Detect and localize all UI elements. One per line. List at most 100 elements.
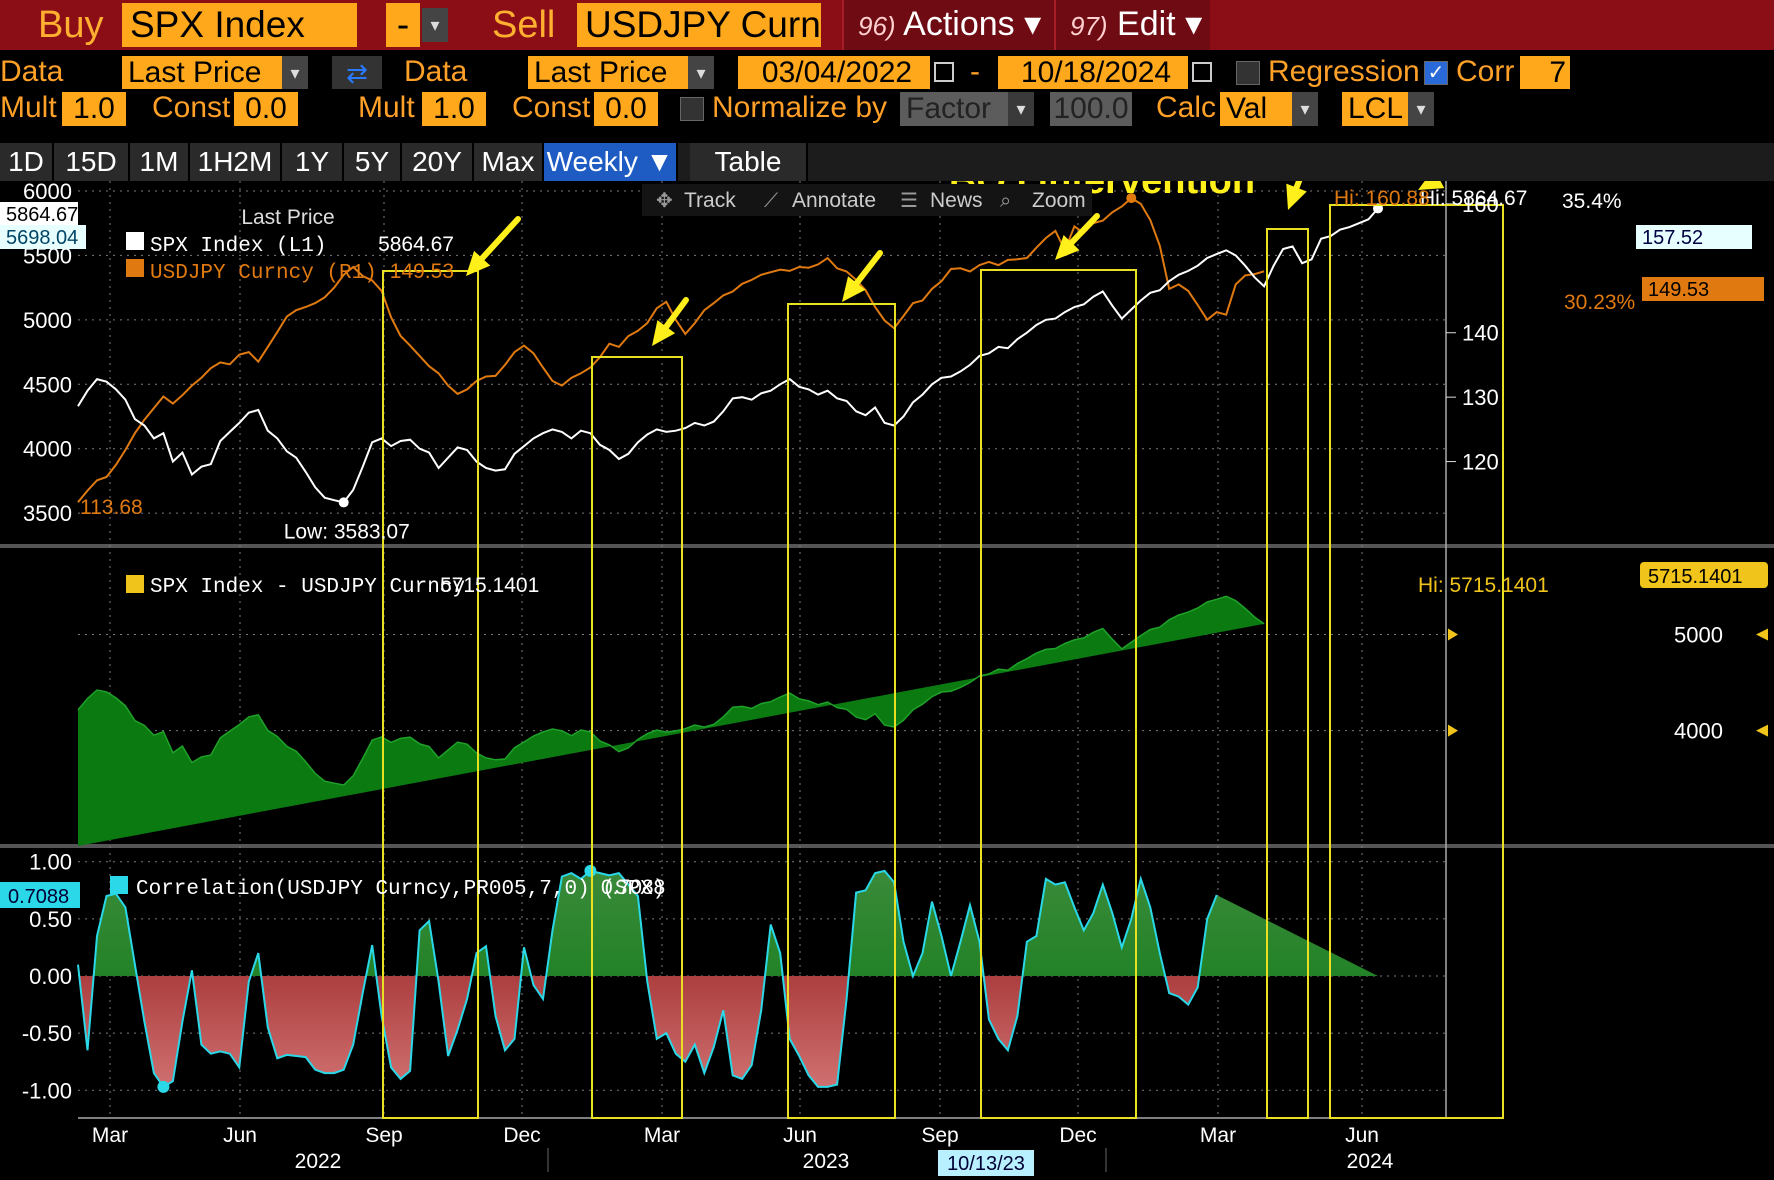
data-field-right[interactable]: Last Price bbox=[528, 56, 688, 90]
spread-area bbox=[78, 596, 1265, 846]
news-tool[interactable]: News bbox=[930, 189, 983, 212]
zoom-tool[interactable]: Zoom bbox=[1032, 189, 1086, 212]
regression-checkbox[interactable] bbox=[1236, 61, 1260, 85]
highlight-box bbox=[382, 270, 479, 1119]
right-axis-tick-label: 120 bbox=[1462, 450, 1499, 475]
corr-checkbox[interactable]: ✓ bbox=[1424, 61, 1448, 85]
calendar-icon[interactable] bbox=[1192, 62, 1212, 82]
sell-security-field[interactable]: USDJPY Curncy bbox=[577, 3, 821, 47]
data-label-left: Data bbox=[0, 55, 64, 88]
spread-legend-swatch bbox=[126, 575, 144, 593]
calc-field[interactable]: Val bbox=[1220, 92, 1292, 126]
start-date-field[interactable]: 03/04/2022 bbox=[738, 56, 930, 90]
spx-pct-label: 35.4% bbox=[1562, 190, 1622, 213]
news-icon[interactable]: ☰ bbox=[900, 190, 918, 212]
weekly-dropdown[interactable]: Weekly ▼ bbox=[544, 143, 678, 181]
annotate-tool[interactable]: Annotate bbox=[792, 189, 876, 212]
mult-field-left[interactable]: 1.0 bbox=[62, 92, 126, 126]
spx-prev-value: 5698.04 bbox=[6, 227, 78, 249]
period-max-button[interactable]: Max bbox=[474, 143, 544, 181]
mult-label-right: Mult bbox=[358, 91, 415, 124]
swap-arrows-icon[interactable]: ⇄ bbox=[332, 56, 382, 90]
spx-legend-value: 5864.67 bbox=[378, 233, 454, 256]
x-axis-year-label: 2023 bbox=[803, 1150, 850, 1173]
period-20y-button[interactable]: 20Y bbox=[402, 143, 474, 181]
zoom-icon[interactable]: ⌕ bbox=[1000, 190, 1011, 212]
actions-menu[interactable]: 96) Actions ▾ bbox=[842, 0, 1054, 50]
usdjpy-pct-label: 30.23% bbox=[1564, 291, 1635, 314]
spx-legend-label: SPX Index (L1) bbox=[150, 235, 326, 258]
spread-axis-tick bbox=[1448, 628, 1458, 641]
const-field-left[interactable]: 0.0 bbox=[234, 92, 298, 126]
calc-dropdown-icon[interactable]: ▾ bbox=[1292, 92, 1318, 126]
chart-area[interactable]: 600055005000450040003500160140130120Low:… bbox=[0, 181, 1774, 1180]
x-axis-month-label: Dec bbox=[1059, 1124, 1096, 1147]
spread-panel bbox=[77, 595, 1265, 846]
left-axis-tick-label: 4000 bbox=[23, 437, 72, 462]
table-button[interactable]: Table bbox=[690, 143, 808, 181]
spx-low-label: Low: 3583.07 bbox=[284, 520, 410, 543]
period-5y-button[interactable]: 5Y bbox=[344, 143, 402, 181]
spread-legend-label: SPX Index - USDJPY Curncy bbox=[150, 576, 465, 599]
date-separator: - bbox=[970, 55, 980, 88]
annotation-arrow-head bbox=[652, 320, 676, 346]
x-axis-month-label: Jun bbox=[1345, 1124, 1379, 1147]
security-toolbar: Buy SPX Index - ▾ Sell USDJPY Curncy 96)… bbox=[0, 0, 1774, 50]
cursor-date-box bbox=[938, 1150, 1034, 1176]
spread-line bbox=[77, 595, 1265, 786]
data-left-dropdown-icon[interactable]: ▾ bbox=[282, 56, 308, 90]
factor-field[interactable]: 100.0 bbox=[1050, 92, 1132, 126]
period-1y-button[interactable]: 1Y bbox=[282, 143, 344, 181]
edit-menu-label: Edit ▾ bbox=[1117, 5, 1203, 43]
correlation-panel bbox=[77, 864, 1378, 1093]
legend-title: Last Price bbox=[241, 206, 334, 229]
currency-dropdown-icon[interactable]: ▾ bbox=[1408, 92, 1434, 126]
x-axis-month-label: Dec bbox=[503, 1124, 540, 1147]
corr-axis-tick-label: -1.00 bbox=[22, 1078, 72, 1103]
mult-field-right[interactable]: 1.0 bbox=[422, 92, 486, 126]
spx-high-label: Hi: 5864.67 bbox=[1420, 187, 1527, 210]
corr-line bbox=[77, 869, 1218, 1089]
track-tool[interactable]: Track bbox=[684, 189, 736, 212]
corr-axis-tick-label: -0.50 bbox=[22, 1021, 72, 1046]
const-field-right[interactable]: 0.0 bbox=[594, 92, 658, 126]
annotation-arrow-shaft bbox=[1293, 181, 1303, 191]
currency-field[interactable]: LCL bbox=[1342, 92, 1408, 126]
spread-axis-tick bbox=[1756, 628, 1768, 641]
period-1m-button[interactable]: 1M bbox=[130, 143, 190, 181]
period-15d-button[interactable]: 15D bbox=[54, 143, 130, 181]
calendar-icon[interactable] bbox=[934, 62, 954, 82]
spread-axis-tick-label: 4000 bbox=[1674, 719, 1723, 744]
buy-security-field[interactable]: SPX Index bbox=[122, 3, 357, 47]
end-date-field[interactable]: 10/18/2024 bbox=[998, 56, 1188, 90]
sell-label: Sell bbox=[492, 4, 556, 46]
x-axis-month-label: Sep bbox=[921, 1124, 958, 1147]
normalize-method-field[interactable]: Factor bbox=[900, 92, 1008, 126]
data-field-left[interactable]: Last Price bbox=[122, 56, 282, 90]
normalize-dropdown-icon[interactable]: ▾ bbox=[1008, 92, 1034, 126]
mult-label-left: Mult bbox=[0, 91, 57, 124]
period-1h2m-button[interactable]: 1H2M bbox=[190, 143, 282, 181]
right-axis-tick-label: 160 bbox=[1462, 192, 1499, 217]
operator-dropdown-icon[interactable]: ▾ bbox=[422, 8, 448, 42]
corr-low-marker bbox=[157, 1080, 170, 1093]
gridlines bbox=[0, 181, 1774, 1172]
operator-field[interactable]: - bbox=[386, 3, 420, 47]
normalize-checkbox[interactable] bbox=[680, 97, 704, 121]
annotation-arrow-shaft bbox=[479, 216, 521, 262]
edit-menu[interactable]: 97) Edit ▾ bbox=[1054, 0, 1210, 50]
corr-period-field[interactable]: 7 bbox=[1520, 56, 1570, 90]
annotation-arrow-head bbox=[466, 250, 491, 276]
period-1d-button[interactable]: 1D bbox=[0, 143, 54, 181]
spread-axis-tick bbox=[1756, 724, 1768, 737]
x-axis-month-label: Sep bbox=[365, 1124, 402, 1147]
highlight-box bbox=[1266, 228, 1309, 1119]
x-axis-month-label: Mar bbox=[644, 1124, 680, 1147]
x-axis-month-label: Mar bbox=[92, 1124, 128, 1147]
actions-menu-label: Actions ▾ bbox=[903, 5, 1042, 43]
annotate-icon[interactable]: ⟋ bbox=[764, 190, 778, 212]
usdjpy-legend-label: USDJPY Curncy (R1) bbox=[150, 262, 377, 285]
track-icon[interactable]: ✥ bbox=[656, 190, 673, 212]
usdjpy-last-value: 149.53 bbox=[1648, 279, 1709, 301]
data-right-dropdown-icon[interactable]: ▾ bbox=[688, 56, 714, 90]
